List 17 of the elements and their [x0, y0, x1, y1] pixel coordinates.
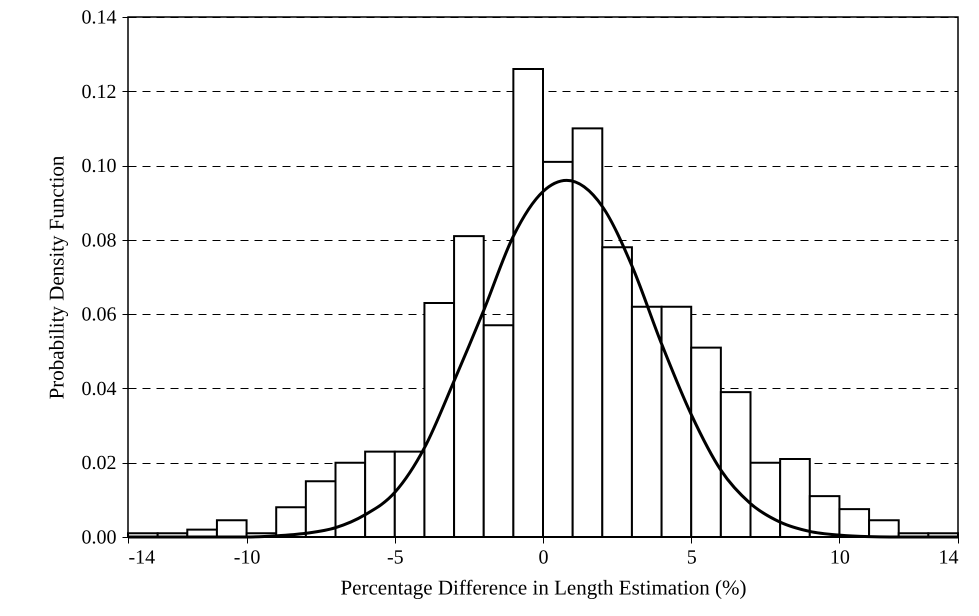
y-tick-label: 0.14	[82, 6, 116, 28]
x-tick-label: -14	[128, 546, 156, 568]
x-axis-title: Percentage Difference in Length Estimation (%)	[340, 576, 747, 600]
y-tick-label: 0.02	[82, 452, 116, 474]
x-tick-label: 14	[938, 546, 958, 568]
y-tick-label: 0.12	[82, 80, 116, 103]
x-tick-label: -10	[234, 546, 260, 568]
x-tick-label: 0	[538, 546, 548, 568]
y-tick-label: 0.08	[82, 229, 116, 252]
x-tick-label: 10	[830, 546, 850, 568]
y-axis-title: Probability Density Function	[44, 155, 68, 400]
y-tick-label: 0.00	[82, 526, 116, 548]
y-tick-label: 0.04	[82, 378, 116, 400]
x-tick-label: -5	[386, 546, 404, 568]
y-tick-label: 0.10	[82, 155, 116, 178]
x-tick-label: 5	[686, 546, 697, 568]
y-tick-label: 0.06	[82, 304, 116, 326]
